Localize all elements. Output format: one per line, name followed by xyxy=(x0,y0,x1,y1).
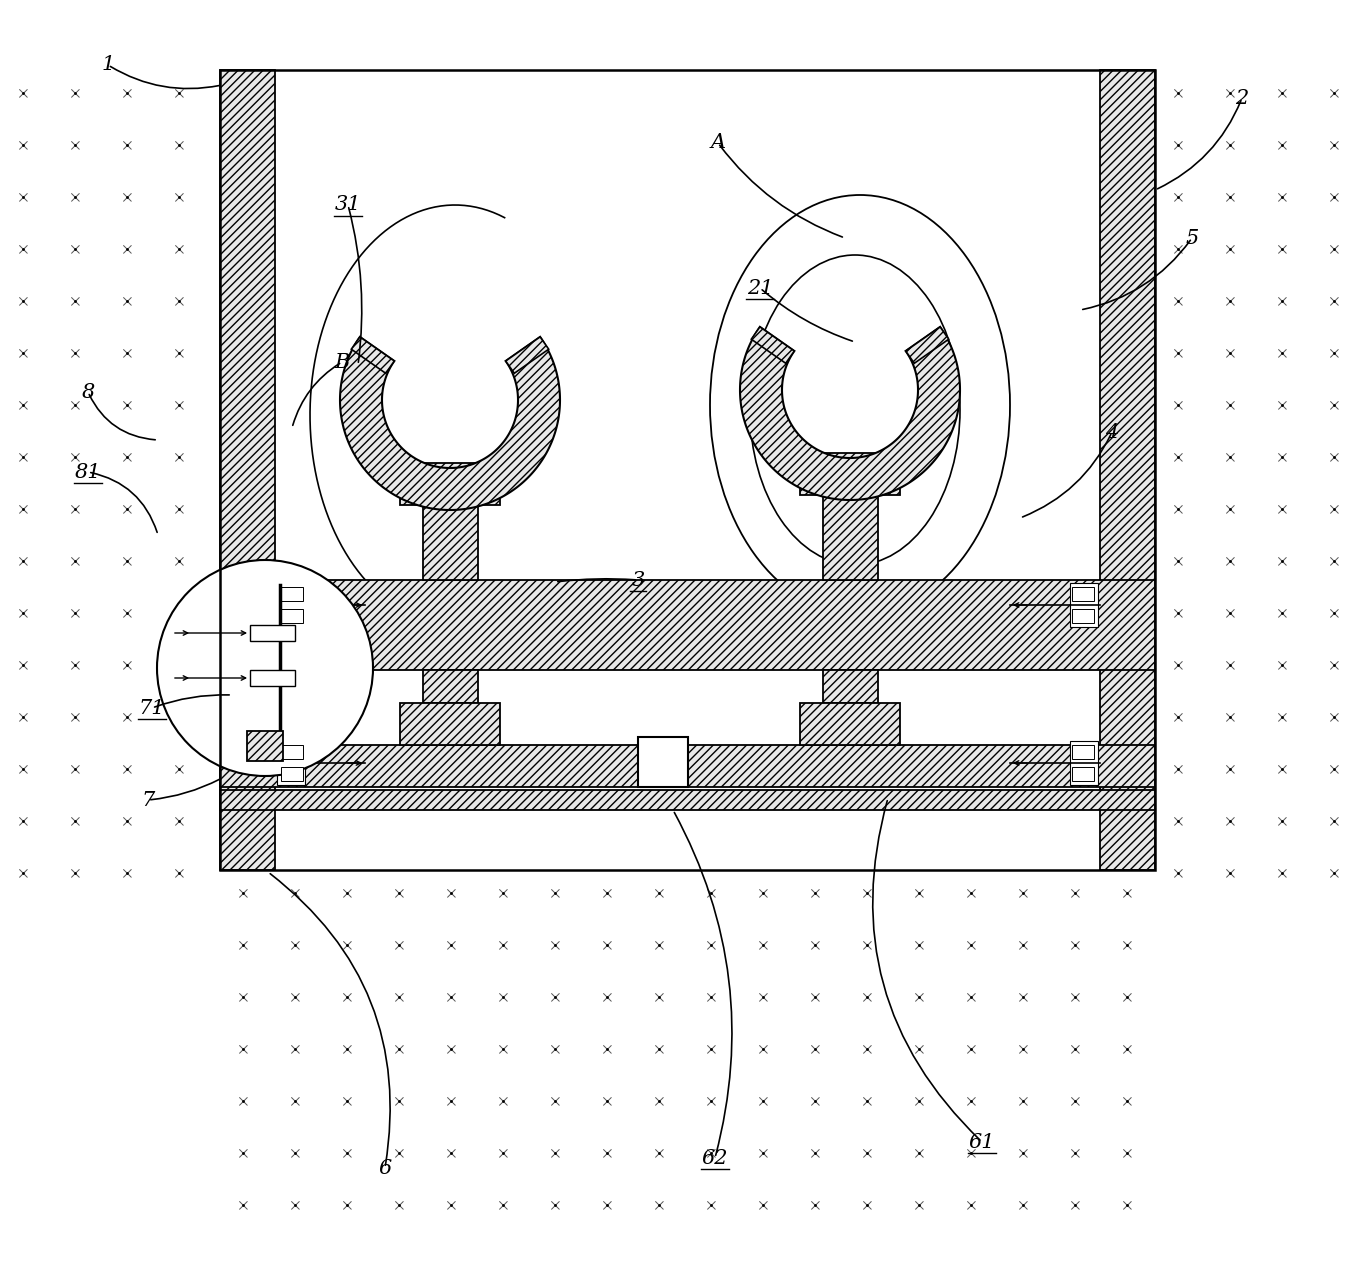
Bar xyxy=(219,789,1155,810)
Bar xyxy=(800,703,900,745)
Polygon shape xyxy=(751,327,794,364)
Bar xyxy=(250,669,295,686)
Bar xyxy=(423,505,478,580)
Bar xyxy=(250,625,295,642)
Bar xyxy=(1100,69,1155,870)
Bar xyxy=(219,69,275,870)
Bar xyxy=(248,731,283,762)
Bar xyxy=(1071,767,1094,781)
Bar xyxy=(1070,741,1098,786)
Bar xyxy=(1071,587,1094,601)
Bar xyxy=(1070,584,1098,626)
Text: 4: 4 xyxy=(1105,423,1119,442)
Text: 7: 7 xyxy=(141,791,155,810)
Polygon shape xyxy=(341,337,560,510)
Bar xyxy=(277,584,306,626)
Bar xyxy=(822,495,878,580)
Bar xyxy=(1071,745,1094,759)
Bar xyxy=(281,745,303,759)
Text: 81: 81 xyxy=(75,462,101,481)
Bar xyxy=(281,767,303,781)
Text: 5: 5 xyxy=(1186,229,1199,248)
Polygon shape xyxy=(906,327,949,364)
Polygon shape xyxy=(351,337,394,374)
Text: 31: 31 xyxy=(335,196,361,215)
Bar xyxy=(219,745,1155,787)
Bar xyxy=(400,703,499,745)
Bar xyxy=(800,453,900,495)
Text: 21: 21 xyxy=(747,279,773,298)
Bar xyxy=(281,587,303,601)
Text: 2: 2 xyxy=(1236,88,1249,107)
Text: 8: 8 xyxy=(81,383,94,402)
Bar xyxy=(281,609,303,623)
Text: 3: 3 xyxy=(631,571,645,590)
Bar xyxy=(1071,609,1094,623)
Bar xyxy=(219,870,1155,1250)
Bar xyxy=(219,580,1155,669)
Bar xyxy=(219,69,1155,870)
Polygon shape xyxy=(506,337,549,374)
Bar xyxy=(400,464,499,505)
Bar xyxy=(638,738,688,787)
Polygon shape xyxy=(740,327,960,500)
Text: 6: 6 xyxy=(378,1158,392,1177)
Bar xyxy=(277,741,306,786)
Bar xyxy=(219,69,1155,870)
Text: A: A xyxy=(711,134,725,153)
Text: 62: 62 xyxy=(701,1148,728,1167)
Circle shape xyxy=(157,560,373,775)
Bar xyxy=(822,669,878,703)
Text: B: B xyxy=(334,352,350,371)
Text: 61: 61 xyxy=(969,1133,995,1152)
Text: 1: 1 xyxy=(101,56,114,75)
Bar xyxy=(423,669,478,703)
Text: 71: 71 xyxy=(139,698,166,717)
